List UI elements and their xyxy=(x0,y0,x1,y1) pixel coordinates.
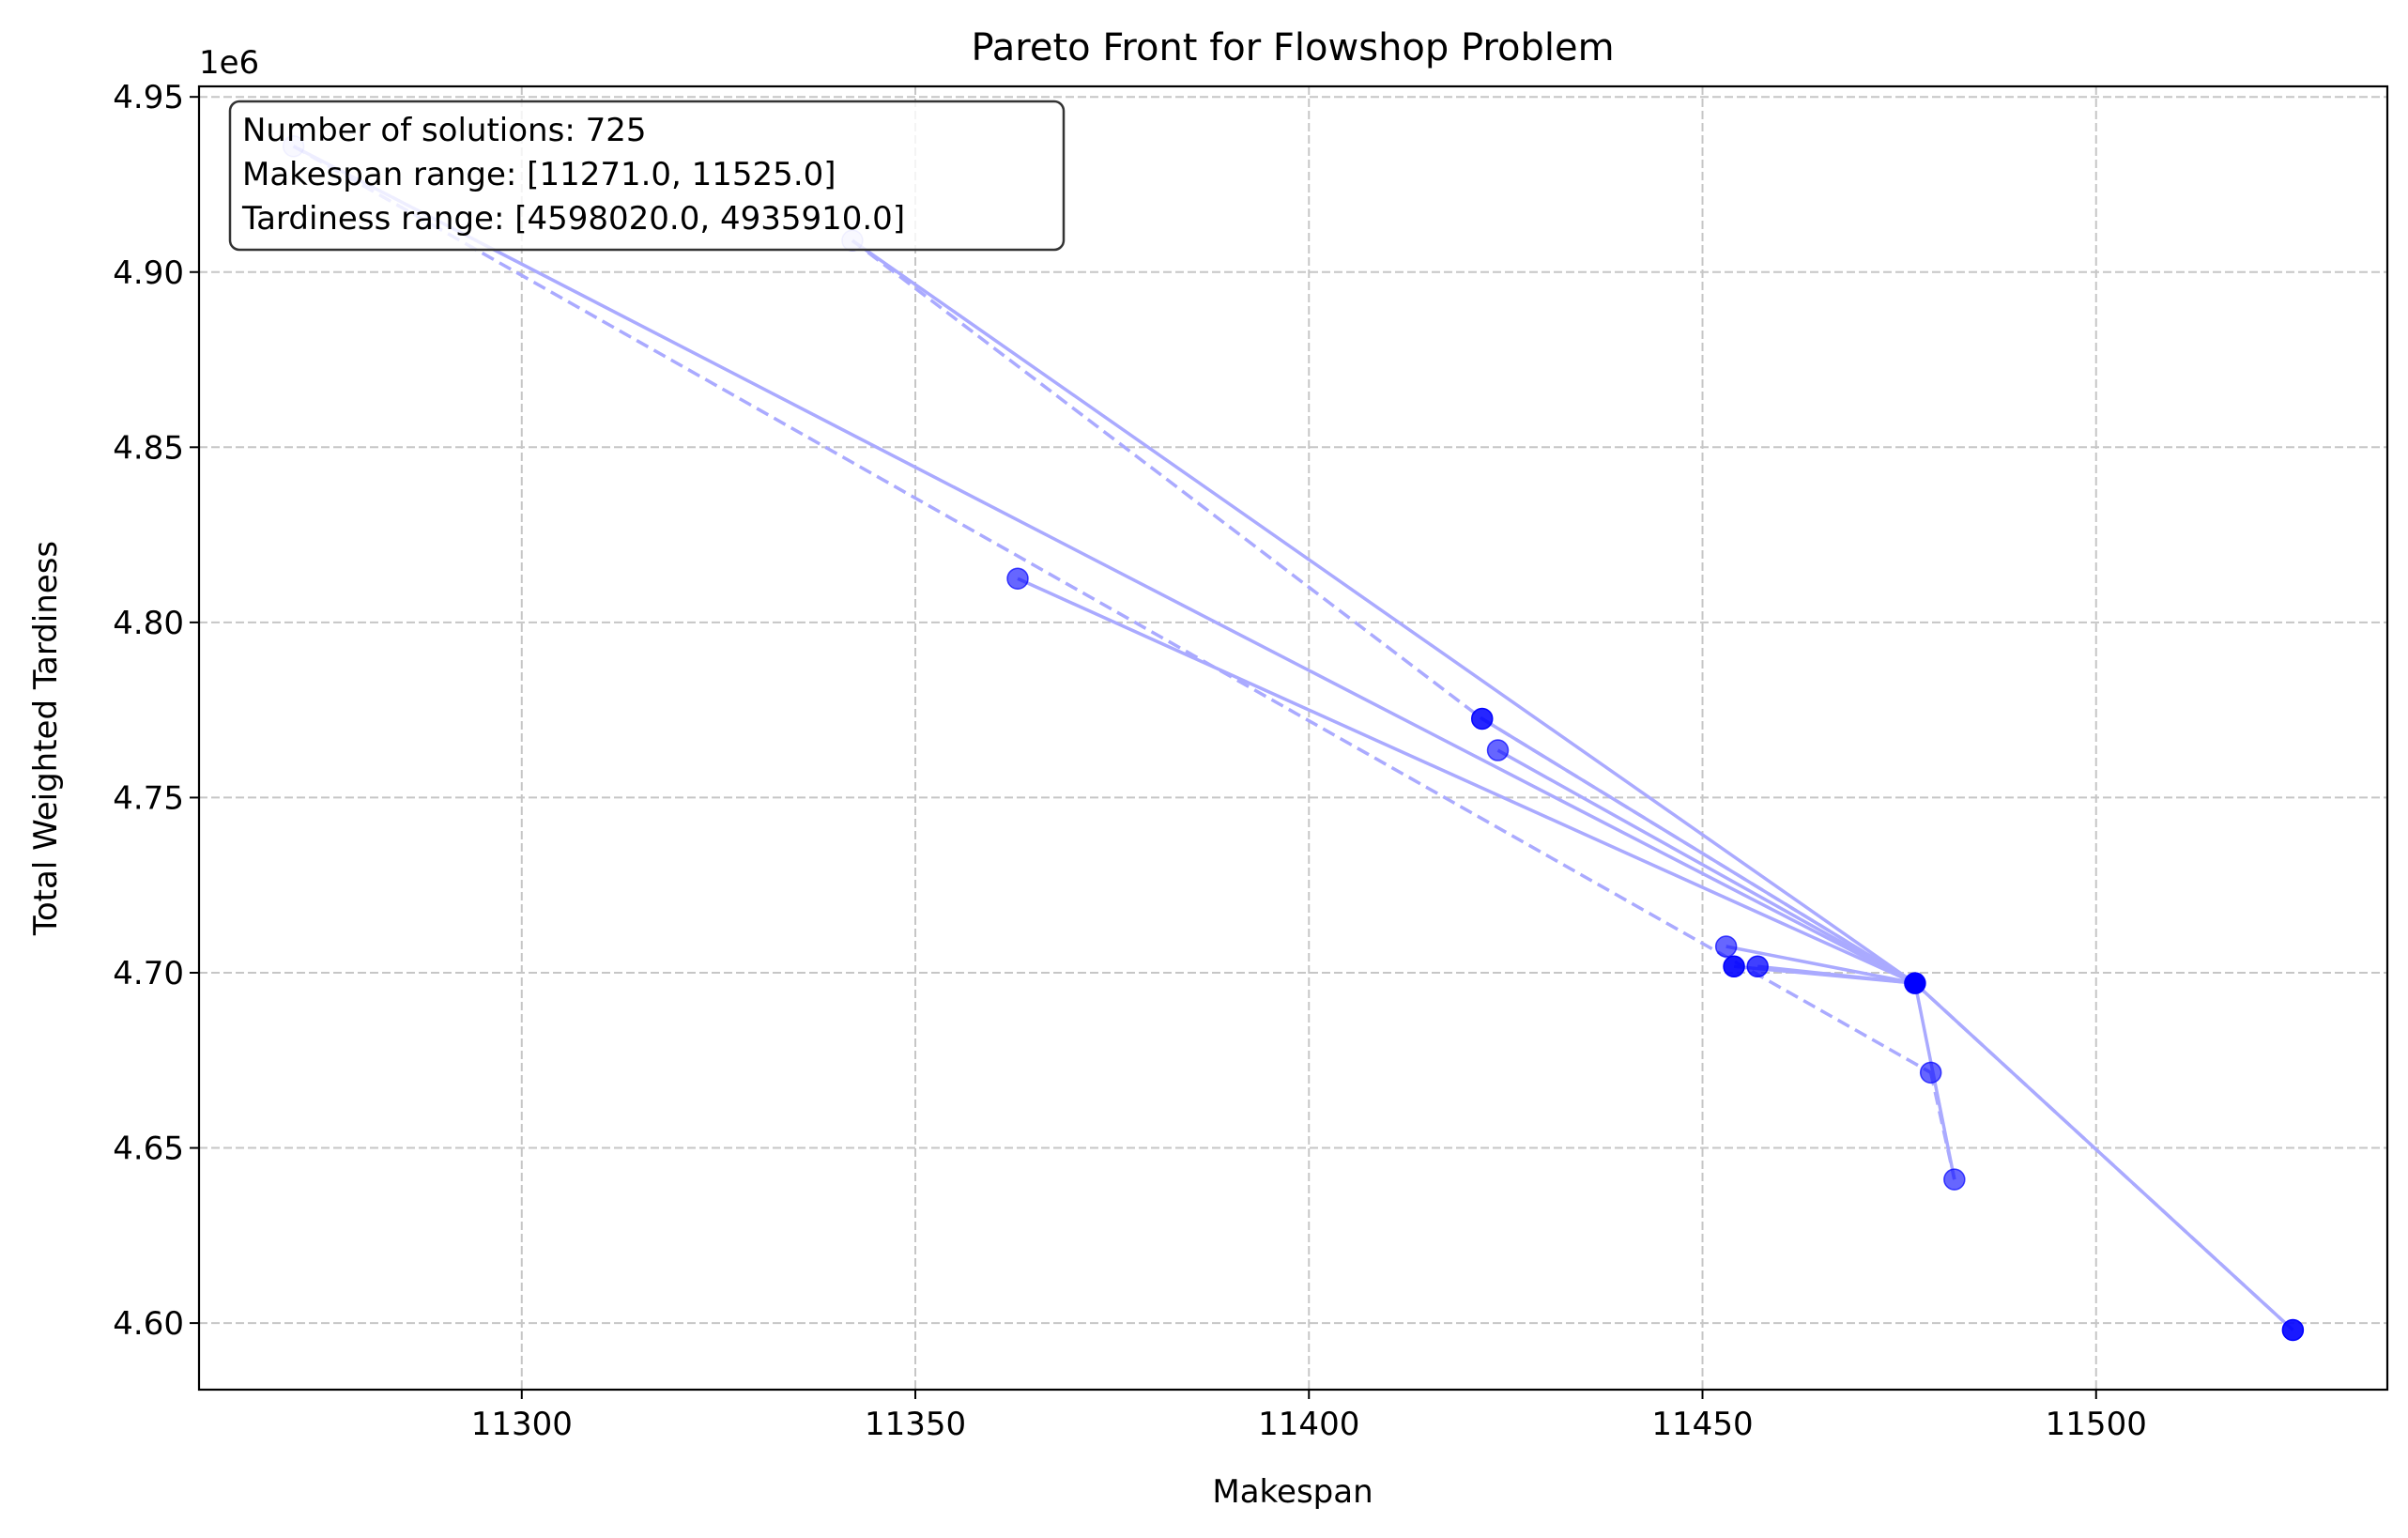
x-tick-label: 11450 xyxy=(1651,1406,1753,1443)
solid-connector-line xyxy=(1017,577,1916,985)
solid-connector-line xyxy=(1725,945,1916,985)
data-point xyxy=(1746,955,1769,978)
data-point xyxy=(1943,1168,1966,1191)
x-tick-label: 11300 xyxy=(471,1406,573,1443)
data-point xyxy=(1714,935,1738,958)
solid-connector-line xyxy=(1480,716,1916,985)
data-point xyxy=(2281,1318,2305,1342)
grid xyxy=(199,86,2387,1390)
y-tick-label: 4.75 xyxy=(113,779,184,817)
x-tick-label: 11400 xyxy=(1258,1406,1359,1443)
data-point xyxy=(1904,972,1926,994)
y-tick-label: 4.70 xyxy=(113,955,184,992)
x-tick-label: 11500 xyxy=(2046,1406,2147,1443)
y-scale-offset-label: 1e6 xyxy=(199,44,259,82)
data-point xyxy=(1723,955,1745,978)
solid-connector-line xyxy=(1496,748,1916,985)
annotation-makespan-range: Makespan range: [11271.0, 11525.0] xyxy=(242,156,836,193)
x-tick-label: 11350 xyxy=(865,1406,966,1443)
dashed-connector-line xyxy=(292,145,1932,1074)
solid-connector-line xyxy=(1913,981,2294,1331)
data-point xyxy=(1470,707,1494,731)
y-tick-label: 4.85 xyxy=(113,429,184,467)
annotation-box-frame xyxy=(228,100,1066,252)
plot-frame xyxy=(197,85,2389,1392)
annotation-solution-count: Number of solutions: 725 xyxy=(242,112,646,149)
annotation-tardiness-range: Tardiness range: [4598020.0, 4935910.0] xyxy=(241,200,905,238)
solid-connector-line xyxy=(851,238,1916,985)
y-tick-label: 4.60 xyxy=(113,1305,184,1343)
data-point xyxy=(1006,567,1029,590)
y-tick-label: 4.80 xyxy=(113,605,184,642)
chart-title: Pareto Front for Flowshop Problem xyxy=(971,26,1614,69)
y-tick-label: 4.90 xyxy=(113,254,184,292)
y-tick-label: 4.95 xyxy=(113,79,184,116)
y-tick-label: 4.65 xyxy=(113,1130,184,1168)
annotation-box: Number of solutions: 725 Makespan range:… xyxy=(228,100,1066,252)
data-point xyxy=(1919,1061,1942,1084)
x-axis-ticks: 11300 11350 11400 11450 11500 xyxy=(471,1390,2147,1443)
y-axis-label: Total Weighted Tardiness xyxy=(27,541,65,936)
dashed-connector-line xyxy=(851,238,1483,720)
data-point xyxy=(1486,739,1510,761)
solid-connector-line xyxy=(1757,964,1916,985)
x-axis-label: Makespan xyxy=(1212,1473,1373,1511)
y-axis-ticks: 4.60 4.65 4.70 4.75 4.80 4.85 4.90 4.95 xyxy=(113,79,199,1343)
connector-lines xyxy=(292,145,2294,1331)
solid-connector-line xyxy=(292,145,1916,985)
